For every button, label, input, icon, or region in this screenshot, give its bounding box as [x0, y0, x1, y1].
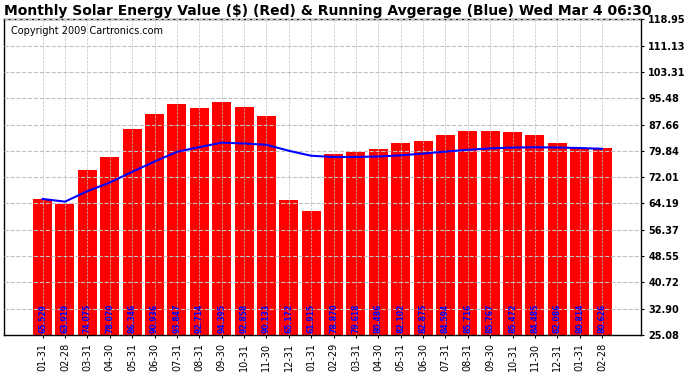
Bar	[346, 152, 366, 375]
Text: 61.915: 61.915	[306, 304, 316, 333]
Text: Copyright 2009 Cartronics.com: Copyright 2009 Cartronics.com	[10, 26, 163, 36]
Text: 85.767: 85.767	[486, 304, 495, 333]
Bar	[503, 132, 522, 375]
Text: 90.936: 90.936	[150, 304, 159, 333]
Bar	[548, 143, 567, 375]
Bar	[324, 154, 343, 375]
Text: 93.847: 93.847	[172, 304, 181, 333]
Text: 92.714: 92.714	[195, 304, 204, 333]
Bar	[123, 129, 141, 375]
Text: 80.626: 80.626	[598, 304, 607, 333]
Bar	[302, 211, 321, 375]
Text: 80.814: 80.814	[575, 304, 584, 333]
Bar	[212, 102, 231, 375]
Bar	[279, 200, 298, 375]
Bar	[190, 108, 209, 375]
Text: 82.875: 82.875	[419, 304, 428, 333]
Text: 92.858: 92.858	[239, 304, 248, 333]
Bar	[78, 170, 97, 375]
Bar	[593, 148, 611, 375]
Text: 84.594: 84.594	[441, 304, 450, 333]
Text: 82.102: 82.102	[396, 304, 405, 333]
Bar	[168, 104, 186, 375]
Text: 78.870: 78.870	[329, 304, 338, 333]
Bar	[369, 148, 388, 375]
Text: 84.485: 84.485	[531, 304, 540, 333]
Text: 78.070: 78.070	[106, 304, 115, 333]
Text: Monthly Solar Energy Value ($) (Red) & Running Avgerage (Blue) Wed Mar 4 06:30: Monthly Solar Energy Value ($) (Red) & R…	[4, 4, 651, 18]
Text: 80.486: 80.486	[374, 304, 383, 333]
Bar	[526, 135, 544, 375]
Bar	[33, 199, 52, 375]
Bar	[100, 157, 119, 375]
Text: 82.086: 82.086	[553, 304, 562, 333]
Text: 65.172: 65.172	[284, 304, 293, 333]
Bar	[257, 116, 276, 375]
Text: 94.395: 94.395	[217, 304, 226, 333]
Text: 85.716: 85.716	[464, 304, 473, 333]
Bar	[481, 131, 500, 375]
Bar	[570, 147, 589, 375]
Bar	[413, 141, 433, 375]
Bar	[55, 204, 75, 375]
Bar	[391, 143, 411, 375]
Bar	[145, 114, 164, 375]
Bar	[458, 131, 477, 375]
Text: 65.529: 65.529	[38, 304, 47, 333]
Text: 90.133: 90.133	[262, 304, 271, 333]
Text: 85.472: 85.472	[508, 304, 517, 333]
Bar	[235, 107, 253, 375]
Text: 74.075: 74.075	[83, 304, 92, 333]
Text: 86.346: 86.346	[128, 304, 137, 333]
Text: 63.919: 63.919	[61, 304, 70, 333]
Text: 79.618: 79.618	[351, 304, 360, 333]
Bar	[436, 135, 455, 375]
